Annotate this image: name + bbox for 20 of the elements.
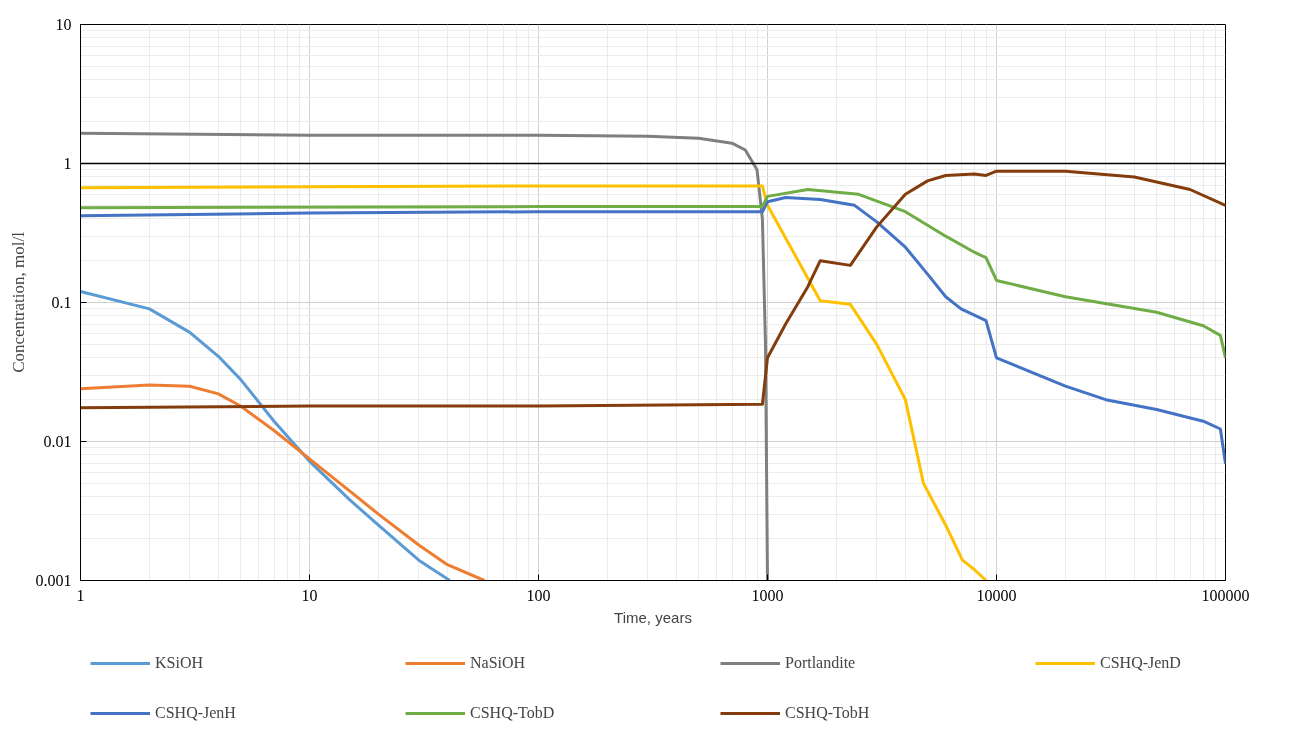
y-tick-label: 0.001 (35, 572, 72, 589)
y-tick-label: 0.01 (43, 433, 72, 450)
x-tick-label: 1 (76, 586, 85, 604)
legend-label: CSHQ-JenD (1100, 654, 1182, 672)
x-tick-label: 10000 (976, 586, 1017, 604)
legend-label: CSHQ-TobH (785, 704, 871, 722)
y-axis-title: Concentration, mol/l (8, 231, 28, 373)
legend-label: CSHQ-TobD (470, 704, 556, 722)
y-tick-label: 10 (55, 16, 72, 33)
x-tick-label: 100 (526, 586, 551, 604)
x-tick-label: 10 (301, 586, 318, 604)
legend-label: Portlandite (785, 654, 857, 672)
y-tick-label: 1 (63, 155, 72, 172)
legend-label: KSiOH (155, 654, 204, 672)
legend-label: CSHQ-JenH (155, 704, 237, 722)
y-tick-label: 0.1 (51, 294, 72, 311)
x-tick-label: 1000 (751, 586, 784, 604)
legend-label: NaSiOH (470, 654, 527, 672)
x-tick-label: 100000 (1201, 586, 1250, 604)
x-axis-title: Time, years (614, 608, 692, 626)
